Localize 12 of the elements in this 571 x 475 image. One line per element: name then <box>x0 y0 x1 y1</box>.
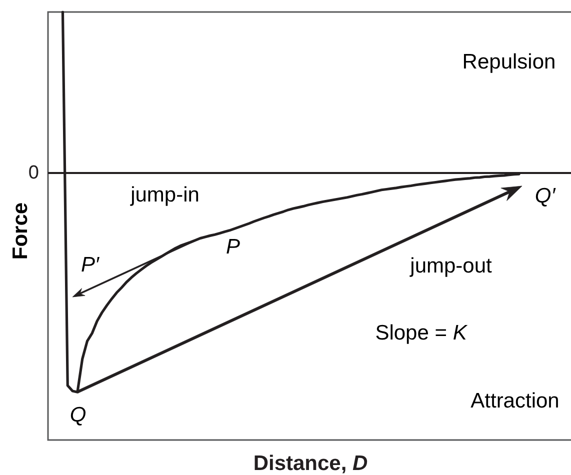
annotation: Attraction <box>470 390 560 412</box>
annotation: jump-in <box>130 184 200 206</box>
text: Q <box>70 404 86 426</box>
annotation: Q′ <box>534 184 556 208</box>
ref-line-label: 0 <box>28 162 39 184</box>
annotation: Slope = K <box>375 322 468 344</box>
annotation: P <box>226 236 240 258</box>
x-axis-title: Distance, D <box>253 452 368 475</box>
y-axis-title: Force <box>9 202 32 260</box>
annotation: jump-out <box>409 254 492 278</box>
annotation: P′ <box>81 254 100 276</box>
annotation: Repulsion <box>462 50 556 74</box>
